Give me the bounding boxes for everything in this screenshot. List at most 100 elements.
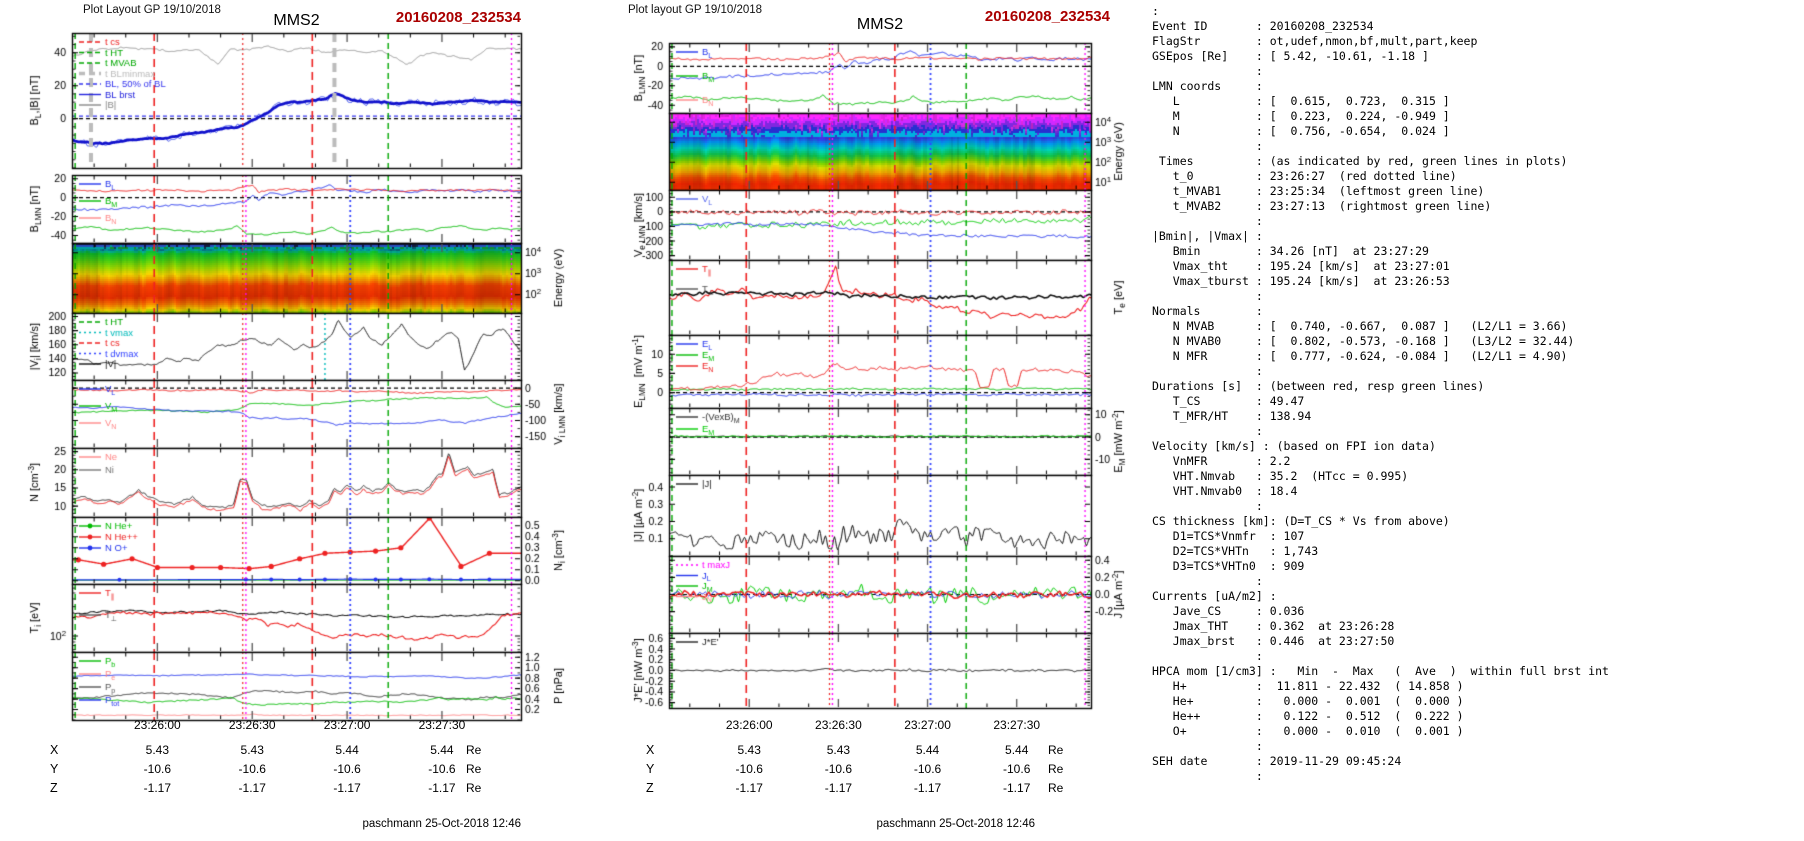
info-line: Jave_CS : 0.036	[1152, 604, 1305, 618]
coord-value: -10.6	[428, 762, 456, 776]
coord-value: 5.44	[915, 743, 940, 757]
coord-row-label: X	[646, 743, 655, 757]
info-line: T_MFR/HT : 138.94	[1152, 409, 1312, 423]
coord-row-label: Z	[646, 781, 654, 795]
coord-value: -10.6	[143, 762, 172, 776]
info-line: VnMFR : 2.2	[1152, 454, 1291, 468]
left-plot-layout-label: Plot Layout GP 19/10/2018	[83, 4, 221, 16]
coord-value: 5.44	[1005, 743, 1029, 757]
coord-value: -10.6	[824, 762, 853, 776]
info-line: VHT.Nmvab : 35.2 (HTcc = 0.995)	[1152, 469, 1409, 483]
time-tick-label: 23:26:00	[134, 718, 181, 732]
coord-value: 5.43	[145, 743, 170, 757]
time-tick-label: 23:27:00	[323, 718, 371, 732]
coord-unit: Re	[1048, 743, 1064, 757]
info-line: t_0 : 23:26:27 (red dotted line)	[1152, 169, 1457, 183]
coord-value: -10.6	[238, 762, 266, 776]
info-line: Currents [uA/m2] :	[1152, 589, 1277, 603]
coord-value: -10.6	[735, 762, 763, 776]
coord-value: 5.43	[737, 743, 761, 757]
left-event-id: 20160208_232534	[395, 9, 521, 26]
time-tick-label: 23:27:30	[993, 718, 1041, 732]
info-line: :	[1152, 214, 1263, 228]
time-tick-label: 23:27:30	[418, 718, 466, 732]
time-tick-label: 23:26:30	[815, 718, 862, 732]
coord-value: -1.17	[913, 781, 942, 795]
left-spacecraft-title: MMS2	[273, 12, 320, 29]
info-line: Vmax_tburst : 195.24 [km/s] at 23:26:53	[1152, 274, 1450, 288]
coord-value: 5.43	[240, 743, 264, 757]
coord-value: 5.44	[430, 743, 454, 757]
left-credit-footer: paschmann 25-Oct-2018 12:46	[362, 818, 521, 830]
event-info-panel: : Event ID : 20160208_232534 FlagStr : ot,…	[1152, 4, 1609, 784]
middle-spacecraft-title: MMS2	[856, 16, 904, 33]
coord-value: -10.6	[1003, 762, 1031, 776]
coord-row-label: Y	[50, 762, 59, 776]
info-line: N MVAB0 : [ 0.802, -0.573, -0.168 ] (L3/…	[1152, 334, 1575, 348]
info-line: Normals :	[1152, 304, 1263, 318]
info-line: He++ : 0.122 - 0.512 ( 0.222 )	[1152, 709, 1464, 723]
info-line: H+ : 11.811 - 22.432 ( 14.858 )	[1152, 679, 1464, 693]
info-line: :	[1152, 139, 1263, 153]
info-line: O+ : 0.000 - 0.010 ( 0.001 )	[1152, 724, 1464, 738]
info-line: FlagStr : ot,udef,nmon,bf,mult,part,keep	[1152, 34, 1478, 48]
coord-value: -1.17	[1003, 781, 1031, 795]
info-line: :	[1152, 4, 1159, 18]
info-line: HPCA mom [1/cm3] : Min - Max ( Ave ) wit…	[1152, 664, 1609, 678]
info-line: N MVAB : [ 0.740, -0.667, 0.087 ] (L2/L1…	[1152, 319, 1568, 333]
info-line: GSEpos [Re] : [ 5.42, -10.61, -1.18 ]	[1152, 49, 1429, 63]
coord-value: -1.17	[735, 781, 763, 795]
coord-row-label: X	[50, 743, 59, 757]
info-line: D2=TCS*VHTn : 1,743	[1152, 544, 1319, 558]
coord-value: 5.44	[335, 743, 359, 757]
coord-row-label: Y	[646, 762, 655, 776]
info-line: :	[1152, 739, 1263, 753]
info-line: Event ID : 20160208_232534	[1152, 19, 1374, 33]
info-line: T_CS : 49.47	[1152, 394, 1305, 408]
middle-event-id: 20160208_232534	[984, 8, 1110, 25]
info-line: :	[1152, 769, 1263, 783]
info-line: CS thickness [km]: (D=T_CS * Vs from abo…	[1152, 514, 1450, 528]
info-line: VHT.Nmvab0 : 18.4	[1152, 484, 1298, 498]
info-line: Jmax_THT : 0.362 at 23:26:28	[1152, 619, 1395, 633]
info-line: Vmax_tht : 195.24 [km/s] at 23:27:01	[1152, 259, 1450, 273]
info-line: :	[1152, 499, 1263, 513]
middle-plot-layout-label: Plot layout GP 19/10/2018	[628, 4, 763, 16]
info-line: L : [ 0.615, 0.723, 0.315 ]	[1152, 94, 1450, 108]
info-line: Durations [s] : (between red, resp green…	[1152, 379, 1485, 393]
time-tick-label: 23:26:00	[725, 718, 773, 732]
coord-value: -1.17	[428, 781, 456, 795]
info-line: :	[1152, 649, 1263, 663]
coord-value: -1.17	[238, 781, 266, 795]
coord-value: -10.6	[333, 762, 361, 776]
time-tick-label: 23:26:30	[228, 718, 276, 732]
info-line: :	[1152, 289, 1263, 303]
info-line: :	[1152, 364, 1263, 378]
info-line: M : [ 0.223, 0.224, -0.949 ]	[1152, 109, 1450, 123]
info-line: Bmin : 34.26 [nT] at 23:27:29	[1152, 244, 1429, 258]
info-line: :	[1152, 64, 1263, 78]
info-line: SEH date : 2019-11-29 09:45:24	[1152, 754, 1402, 768]
info-line: N : [ 0.756, -0.654, 0.024 ]	[1152, 124, 1450, 138]
info-line: :	[1152, 424, 1263, 438]
info-line: D3=TCS*VHTn0 : 909	[1152, 559, 1305, 573]
info-line: Jmax_brst : 0.446 at 23:27:50	[1152, 634, 1395, 648]
coord-unit: Re	[466, 743, 482, 757]
coord-unit: Re	[1048, 781, 1064, 795]
info-line: D1=TCS*Vnmfr : 107	[1152, 529, 1305, 543]
info-line: t_MVAB2 : 23:27:13 (rightmost green line…	[1152, 199, 1492, 213]
coord-value: -10.6	[913, 762, 942, 776]
time-tick-label: 23:27:00	[904, 718, 951, 732]
info-line: |Bmin|, |Vmax| :	[1152, 229, 1263, 243]
info-line: He+ : 0.000 - 0.001 ( 0.000 )	[1152, 694, 1464, 708]
coord-value: 5.43	[826, 743, 851, 757]
info-line: N MFR : [ 0.777, -0.624, -0.084 ] (L2/L1…	[1152, 349, 1568, 363]
coord-unit: Re	[1048, 762, 1064, 776]
coord-value: -1.17	[143, 781, 172, 795]
info-line: LMN coords :	[1152, 79, 1263, 93]
info-line: t_MVAB1 : 23:25:34 (leftmost green line)	[1152, 184, 1485, 198]
coord-unit: Re	[466, 781, 482, 795]
info-line: Times : (as indicated by red, green line…	[1152, 154, 1568, 168]
